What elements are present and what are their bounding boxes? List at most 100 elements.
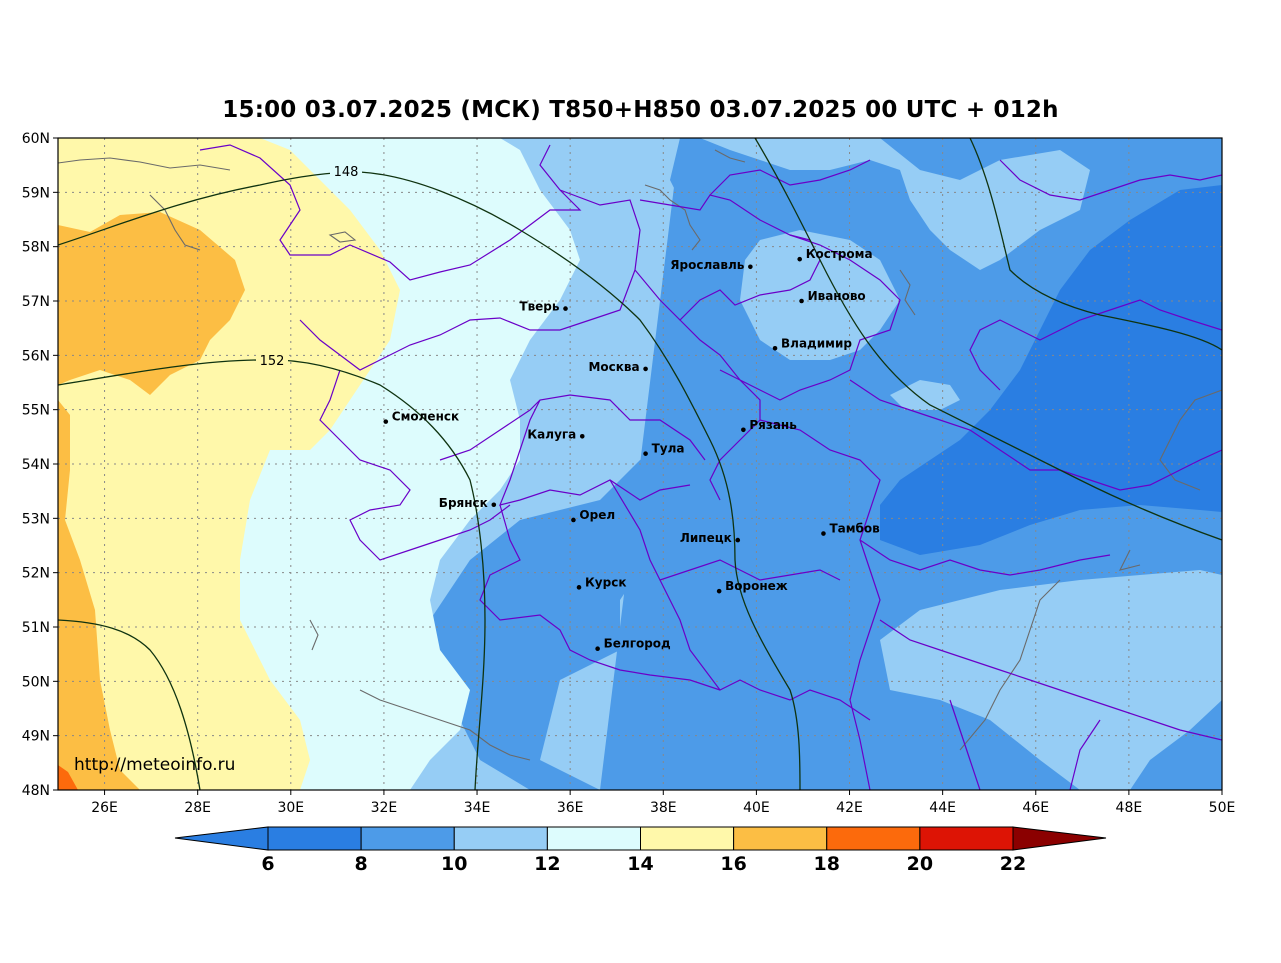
geopotential-contours xyxy=(58,138,1222,790)
colorbar-label: 16 xyxy=(720,853,746,875)
city-dot xyxy=(772,345,778,351)
city-label: Тверь xyxy=(519,300,560,314)
colorbar-bin xyxy=(360,826,455,851)
city-label: Иваново xyxy=(808,289,866,303)
lon-tick-label: 30E xyxy=(277,800,304,816)
city-dot xyxy=(491,502,497,508)
lat-tick-label: 52N xyxy=(22,566,50,582)
colorbar-label: 18 xyxy=(814,853,840,875)
city-dot xyxy=(383,419,389,424)
lat-tick-label: 56N xyxy=(22,348,50,364)
city-label: Белгород xyxy=(604,637,671,651)
city-dot xyxy=(595,646,600,652)
city-dot xyxy=(716,588,722,594)
colorbar-bin xyxy=(919,826,1014,851)
band-6-8 xyxy=(880,185,1222,555)
graticule xyxy=(58,138,1222,790)
colorbar-label: 12 xyxy=(534,853,560,875)
colorbar-low-extend xyxy=(174,826,269,851)
colorbar-label: 6 xyxy=(261,853,274,875)
lon-tick-label: 38E xyxy=(650,800,677,816)
band-18-20 xyxy=(58,765,78,790)
city-label: Смоленск xyxy=(392,410,459,424)
lat-tick-label: 53N xyxy=(22,511,50,527)
city-label: Москва xyxy=(588,360,639,374)
colorbar-bin xyxy=(267,826,362,851)
city-dot xyxy=(576,585,582,590)
contour-152 xyxy=(58,359,486,790)
city-label: Воронеж xyxy=(725,579,788,593)
band-10-12-island xyxy=(700,138,1222,790)
lon-tick-label: 34E xyxy=(464,800,491,816)
city-label: Тула xyxy=(652,442,685,456)
lat-tick-label: 55N xyxy=(22,403,50,419)
credit-text: http://meteoinfo.ru xyxy=(74,755,235,775)
city-label: Ярославль xyxy=(670,258,744,272)
contour-148 xyxy=(58,171,801,790)
lon-tick-label: 26E xyxy=(91,800,118,816)
lon-tick-label: 46E xyxy=(1022,800,1049,816)
city-label: Брянск xyxy=(439,496,488,510)
admin-borders xyxy=(199,144,1222,790)
lat-tick-label: 49N xyxy=(22,729,50,745)
city-label: Кострома xyxy=(806,247,873,261)
city-label: Калуга xyxy=(527,427,576,441)
colorbar-label: 8 xyxy=(355,853,368,875)
contour-148b xyxy=(754,138,1222,541)
lat-tick-label: 54N xyxy=(22,457,50,473)
city-dot xyxy=(799,298,804,304)
city-dot xyxy=(579,433,585,439)
city-dot xyxy=(797,256,803,262)
contour-labels: 148 152 xyxy=(256,163,362,369)
colorbar-label: 20 xyxy=(907,853,933,875)
lon-tick-label: 36E xyxy=(557,800,584,816)
city-dot xyxy=(563,306,568,311)
lat-tick-label: 59N xyxy=(22,185,50,201)
city-dot xyxy=(741,427,746,433)
lon-tick-label: 48E xyxy=(1116,800,1143,816)
colorbar-bin xyxy=(453,826,548,851)
colorbar-bin xyxy=(640,826,735,851)
city-label: Владимир xyxy=(781,336,852,350)
city-markers: Ярославль Кострома Иваново Тверь Владимир Мос… xyxy=(383,247,880,652)
lat-tick-label: 57N xyxy=(22,294,50,310)
colorbar-high-extend xyxy=(1012,826,1107,851)
lat-tick-label: 60N xyxy=(22,131,50,147)
colorbar-label: 14 xyxy=(627,853,653,875)
contour-label-152: 152 xyxy=(260,354,285,369)
city-label: Орел xyxy=(579,508,615,522)
city-dot xyxy=(821,531,826,536)
contour-156 xyxy=(58,619,201,790)
city-dot xyxy=(571,517,576,523)
colorbar-bin xyxy=(826,826,921,851)
lon-tick-label: 40E xyxy=(743,800,770,816)
city-label: Рязань xyxy=(749,418,797,432)
city-dot xyxy=(643,451,648,456)
rivers-lakes xyxy=(58,149,1222,761)
lon-tick-label: 42E xyxy=(836,800,863,816)
latitude-axis: 60N 59N 58N 57N 56N 55N 54N 53N 52N 51N 50N 49N 48N xyxy=(22,131,58,799)
colorbar-bin xyxy=(546,826,641,851)
map-title: 15:00 03.07.2025 (МСК) T850+H850 03.07.2… xyxy=(222,97,1059,123)
lon-tick-label: 44E xyxy=(929,800,956,816)
lat-tick-label: 58N xyxy=(22,240,50,256)
city-dot xyxy=(748,264,753,270)
city-label: Тамбов xyxy=(829,522,880,536)
colorbar-bin xyxy=(733,826,828,851)
contour-144 xyxy=(969,138,1222,351)
lon-tick-label: 28E xyxy=(184,800,211,816)
city-dot xyxy=(643,366,648,372)
lat-tick-label: 51N xyxy=(22,620,50,636)
colorbar: 6 8 10 12 14 16 18 20 22 xyxy=(174,826,1107,875)
city-label: Курск xyxy=(585,575,626,589)
contour-label-148: 148 xyxy=(334,165,359,180)
lat-tick-label: 48N xyxy=(22,783,50,799)
colorbar-label: 22 xyxy=(1000,853,1026,875)
colorbar-label: 10 xyxy=(441,853,467,875)
longitude-axis: 26E 28E 30E 32E 34E 36E 38E 40E 42E 44E 46E 48E 50E xyxy=(91,790,1235,816)
lat-tick-label: 50N xyxy=(22,674,50,690)
lon-tick-label: 50E xyxy=(1209,800,1236,816)
city-label: Липецк xyxy=(680,531,732,545)
lon-tick-label: 32E xyxy=(371,800,398,816)
